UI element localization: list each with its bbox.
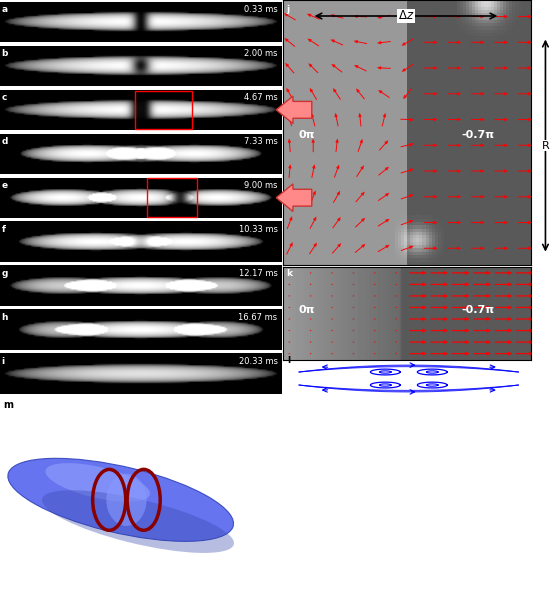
Ellipse shape <box>107 474 147 526</box>
Text: f: f <box>2 225 6 234</box>
Text: j: j <box>286 6 289 14</box>
Text: 20.33 ms: 20.33 ms <box>239 357 277 365</box>
Text: 9.00 ms: 9.00 ms <box>244 181 277 190</box>
Text: 12.17 ms: 12.17 ms <box>239 268 277 278</box>
Text: -0.7π: -0.7π <box>462 130 495 140</box>
Ellipse shape <box>45 463 150 502</box>
Text: 0π: 0π <box>299 305 315 315</box>
Text: d: d <box>2 137 8 146</box>
Text: 7.33 ms: 7.33 ms <box>244 137 277 146</box>
Text: 16.67 ms: 16.67 ms <box>238 313 277 322</box>
Text: R: R <box>542 140 549 151</box>
Text: c: c <box>2 93 7 102</box>
Text: 10.33 ms: 10.33 ms <box>239 225 277 234</box>
FancyArrow shape <box>276 96 312 124</box>
Text: i: i <box>2 357 4 365</box>
Text: 2.00 ms: 2.00 ms <box>244 49 277 58</box>
FancyArrow shape <box>276 184 312 211</box>
Text: k: k <box>286 270 292 278</box>
Text: -0.7π: -0.7π <box>462 305 495 315</box>
Text: b: b <box>2 49 8 58</box>
Text: e: e <box>2 181 8 190</box>
Bar <box>147 178 198 217</box>
Text: h: h <box>2 313 8 322</box>
Text: 0.33 ms: 0.33 ms <box>244 5 277 14</box>
Text: g: g <box>2 268 8 278</box>
Text: 0π: 0π <box>299 130 315 140</box>
Text: a: a <box>2 5 8 14</box>
Ellipse shape <box>8 459 234 541</box>
Ellipse shape <box>42 490 234 553</box>
Bar <box>135 91 191 129</box>
Text: l: l <box>287 356 291 365</box>
Text: 4.67 ms: 4.67 ms <box>244 93 277 102</box>
Text: m: m <box>3 400 13 409</box>
Text: $\Delta z$: $\Delta z$ <box>398 9 414 23</box>
